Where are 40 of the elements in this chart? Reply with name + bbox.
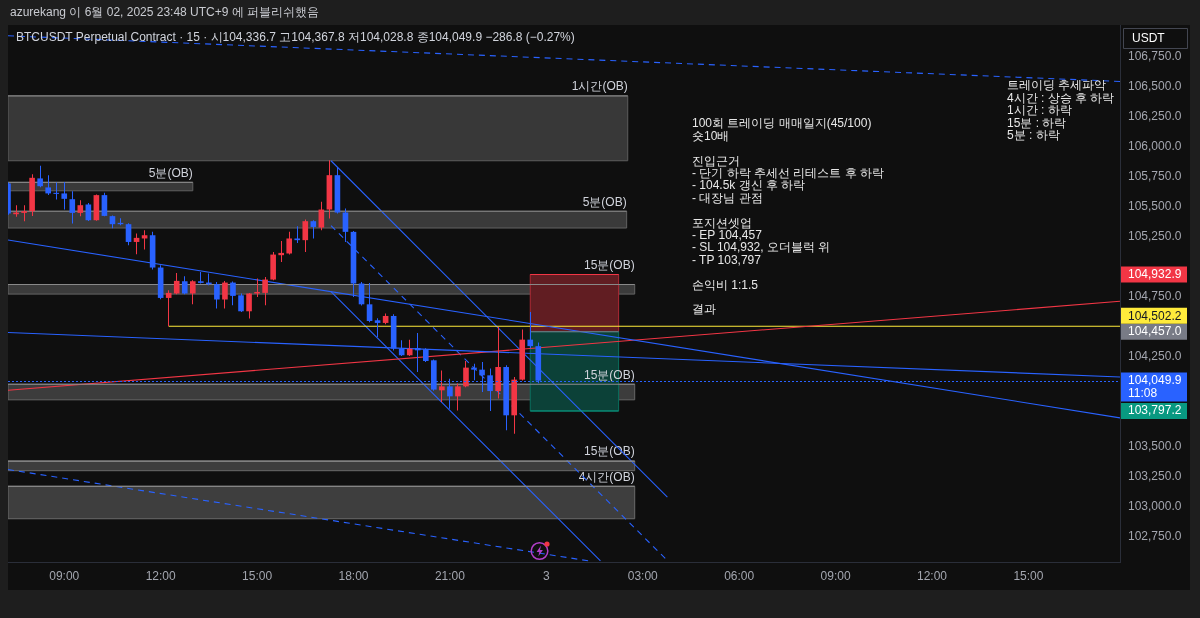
annotation: 4시간(OB) [578,469,635,484]
annotation: 5분(OB) [148,165,193,180]
y-tick-label: 103,000.0 [1128,499,1182,514]
y-tick-label: 105,750.0 [1128,168,1182,183]
x-tick-label: 09:00 [49,568,80,583]
x-tick-label: 12:00 [916,568,948,583]
x-tick-label: 15:00 [242,568,273,583]
x-tick-label: 03:00 [627,568,659,583]
x-tick-label: 09:00 [820,568,851,583]
y-tick-label: 106,250.0 [1128,108,1182,123]
x-tick-label: 06:00 [724,568,755,583]
x-tick-label: 12:00 [145,568,176,583]
chart-title: azurekang 이 6월 02, 2025 23:48 UTC+9 에 퍼블리쉬했음 [10,4,320,19]
annotation: 15분(OB) [584,257,635,272]
y-tick-label: 104,750.0 [1128,288,1182,303]
y-tick-label: 102,750.0 [1128,529,1182,544]
x-tick-label: 15:00 [1013,568,1044,583]
y-axis-title: USDT [1132,31,1166,46]
annotation: 트레이딩 추세파악 4시간 : 상승 후 하락 1시간 : 하락 15분 : 하락 5분 : 하락 [1007,78,1115,142]
y-tick-label: 105,500.0 [1128,198,1182,213]
y-tick-label: 104,932.9 [1128,266,1182,281]
y-tick-label: 103,500.0 [1128,438,1182,453]
y-tick-label: 103,797.2 [1128,403,1182,418]
annotation: 1시간(OB) [571,79,628,94]
x-tick-label: 21:00 [434,568,466,583]
y-tick-label: 106,000.0 [1128,138,1182,153]
ref-line-label: 104,049.9 11:08 [1128,373,1182,401]
y-tick-label: 104,250.0 [1128,348,1182,363]
annotation: 5분(OB) [582,194,627,209]
text: BTCUSDT Perpetual Contract · 15 · 시104,336.7 고104,367.8 저104,028.8 종104,049.9 −286.8 (−0.27%) [16,30,575,45]
annotation: 15분(OB) [584,367,635,382]
y-tick-label: 105,250.0 [1128,228,1182,243]
y-tick-label: 106,500.0 [1128,78,1182,93]
data-label: 104,502.2 [1128,308,1182,323]
y-tick-label: 103,250.0 [1128,469,1182,484]
y-tick-label: 106,750.0 [1128,48,1182,63]
y-tick-label: 104,457.0 [1128,324,1182,339]
x-tick-label: 3 [542,568,550,583]
text: 100회 트레이딩 매매일지(45/100) 숏10배 진입근거 - 단기 하락 추세선 리테스트 후 하락 - 104.5k 갱신 후 하락 - 대장님 관점 포지션셋업 - EP 104,457 - SL 104,932, 오더블럭 위 - TP 103,797 손익비 1:1.5 결과 [692,116,884,317]
x-tick-label: 18:00 [338,568,369,583]
